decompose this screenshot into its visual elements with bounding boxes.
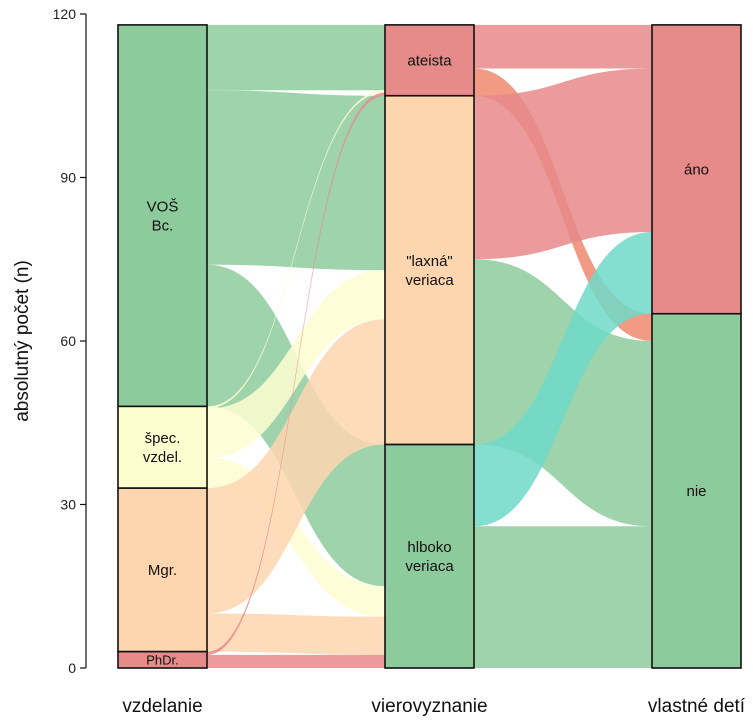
flow-phdr-ateista xyxy=(207,92,385,655)
flow-vos_bc-ateista xyxy=(207,24,385,91)
y-tick-label: 0 xyxy=(68,660,76,676)
stratum-label-line: nie xyxy=(686,483,706,500)
y-tick-label: 30 xyxy=(60,497,76,513)
stratum-label-line: ateista xyxy=(407,53,452,70)
y-tick-label: 60 xyxy=(60,333,76,349)
x-axis-label-0: vzdelanie xyxy=(122,696,202,717)
stratum-nie xyxy=(651,312,742,669)
y-axis: 0 30 60 90 120 absolutný počet (n) xyxy=(12,6,87,676)
y-tick-label: 90 xyxy=(60,170,76,186)
stratum-label-line: PhDr. xyxy=(146,652,179,667)
stratum-laxna xyxy=(384,94,475,446)
stratum-label-laxna: "laxná" veriaca xyxy=(405,253,454,289)
stratum-label-line: "laxná" xyxy=(406,253,453,270)
stratum-label-line: VOŠ xyxy=(147,198,179,215)
flow-mgr-hlboko xyxy=(207,613,385,655)
stratum-ateista xyxy=(384,24,475,97)
flow-hlboko-ano xyxy=(474,232,652,527)
stratum-label-hlboko: hlboko veriaca xyxy=(405,539,454,575)
stratum-label-line: áno xyxy=(684,162,709,179)
stratum-hlboko xyxy=(384,443,475,669)
stratum-label-line: vzdel. xyxy=(143,449,182,466)
stratum-label-line: hlboko xyxy=(407,539,451,556)
stratum-mgr xyxy=(117,487,208,653)
stratum-label-line: veriaca xyxy=(405,272,454,289)
stratum-spec xyxy=(117,405,208,489)
x-axis-label-1: vierovyznanie xyxy=(371,696,487,717)
stratum-label-line: Mgr. xyxy=(148,562,177,579)
stratum-label-line: Bc. xyxy=(152,217,174,234)
stratum-label-phdr: PhDr. xyxy=(146,652,179,667)
y-tick-label: 120 xyxy=(53,6,77,22)
flows xyxy=(207,24,652,668)
x-axis-label-2: vlastné detí xyxy=(648,696,746,717)
stratum-label-spec: špec. vzdel. xyxy=(143,430,182,466)
stratum-phdr xyxy=(117,650,208,669)
y-axis-title: absolutný počet (n) xyxy=(12,260,33,422)
flow-mgr-laxna xyxy=(207,319,385,614)
stratum-label-vos_bc: VOŠ Bc. xyxy=(147,198,179,234)
strata: VOŠ Bc. špec. vzdel. Mgr. PhDr. ateista "laxná"… xyxy=(117,24,742,669)
stratum-vos_bc xyxy=(117,24,208,408)
flow-vos_bc-laxna xyxy=(207,90,385,271)
axis-labels: vzdelanie vierovyznanie vlastné detí xyxy=(122,696,745,717)
stratum-label-nie: nie xyxy=(686,483,706,500)
flow-phdr-hlboko xyxy=(207,654,385,668)
flow-hlboko-nie xyxy=(474,526,652,668)
stratum-label-ateista: ateista xyxy=(407,53,452,70)
flow-spec-laxna xyxy=(207,270,385,458)
stratum-label-ano: áno xyxy=(684,162,709,179)
stratum-label-line: špec. xyxy=(145,430,181,447)
flow-ateista-ano xyxy=(474,24,652,69)
stratum-label-mgr: Mgr. xyxy=(148,562,177,579)
flow-laxna-ano xyxy=(474,68,652,260)
stratum-label-line: veriaca xyxy=(405,558,454,575)
flow-spec-ateista xyxy=(207,90,385,409)
